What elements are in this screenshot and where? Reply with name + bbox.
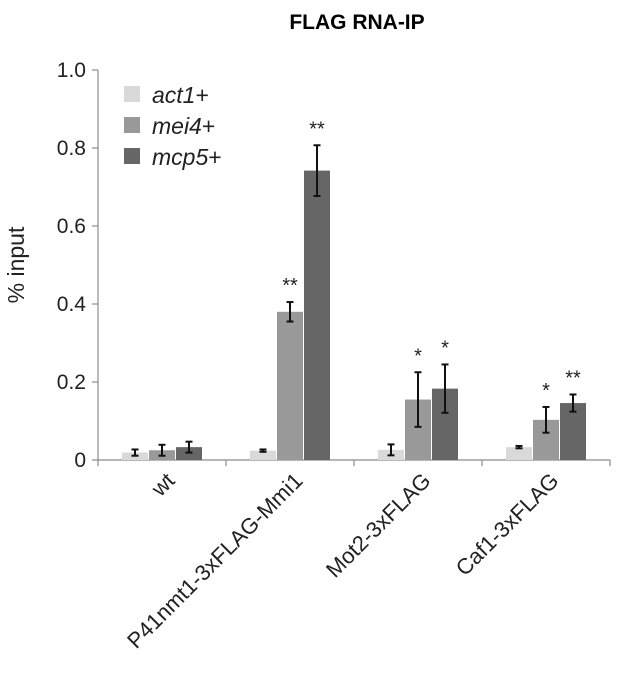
chart-title: FLAG RNA-IP bbox=[289, 11, 424, 34]
bar bbox=[277, 311, 303, 460]
significance-label: ** bbox=[282, 275, 298, 297]
legend-label: mei4+ bbox=[152, 113, 215, 139]
y-axis-label: % input bbox=[3, 226, 29, 303]
legend-swatch bbox=[124, 117, 140, 133]
y-tick-label: 0.4 bbox=[57, 293, 87, 316]
legend: act1+ mei4+ mcp5+ bbox=[124, 82, 222, 170]
legend-label: act1+ bbox=[152, 82, 209, 108]
y-tick-label: 1.0 bbox=[57, 59, 86, 82]
legend-swatch bbox=[124, 86, 140, 102]
significance-label: ** bbox=[565, 367, 581, 389]
y-tick-label: 0.8 bbox=[57, 137, 86, 160]
y-tick-label: 0 bbox=[74, 449, 86, 472]
significance-label: * bbox=[542, 380, 550, 402]
bar bbox=[250, 450, 276, 460]
bar bbox=[506, 447, 532, 460]
y-tick-label: 0.2 bbox=[57, 371, 86, 394]
significance-label: ** bbox=[309, 118, 325, 140]
x-category-label: P41nmt1-3xFLAG-Mmi1 bbox=[122, 468, 307, 653]
bar bbox=[304, 170, 330, 460]
legend-swatch bbox=[124, 148, 140, 164]
x-category-label: wt bbox=[146, 468, 180, 502]
significance-markers: ***** **** bbox=[282, 118, 581, 402]
significance-label: * bbox=[414, 345, 422, 367]
error-bars bbox=[131, 144, 577, 457]
x-category-label: Caf1-3xFLAG bbox=[451, 468, 564, 581]
y-tick-label: 0.6 bbox=[57, 215, 86, 238]
significance-label: * bbox=[441, 337, 449, 359]
x-category-label: Mot2-3xFLAG bbox=[321, 468, 436, 583]
legend-label: mcp5+ bbox=[152, 144, 222, 170]
bars bbox=[122, 170, 586, 460]
